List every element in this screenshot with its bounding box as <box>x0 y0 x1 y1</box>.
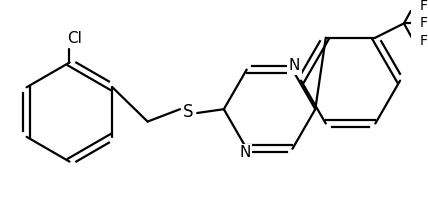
Text: S: S <box>183 103 194 121</box>
Text: F: F <box>420 34 428 48</box>
Text: F: F <box>420 16 428 30</box>
Text: N: N <box>288 58 300 73</box>
Text: F: F <box>420 0 428 13</box>
Text: Cl: Cl <box>67 31 82 46</box>
Text: N: N <box>239 145 250 160</box>
